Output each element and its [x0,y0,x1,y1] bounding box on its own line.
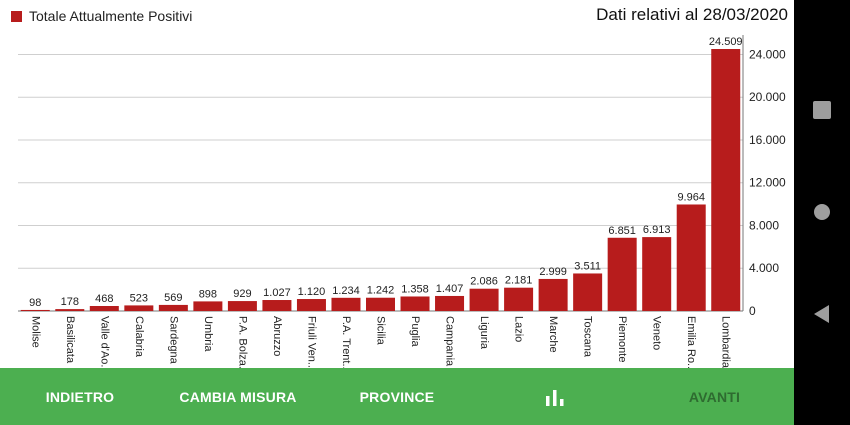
bar-value-label: 2.181 [505,275,533,287]
bar-value-label: 1.234 [332,285,360,297]
bar-value-label: 569 [164,292,182,304]
category-label: P.A. Trent.. [340,316,352,368]
bar [435,295,465,311]
bar [711,49,741,311]
bar-value-label: 24.509 [709,36,743,48]
legend-label: Totale Attualmente Positivi [29,8,193,24]
bar [193,301,223,311]
bar-value-label: 9.964 [677,191,705,203]
category-label: Sardegna [167,316,179,365]
bar [296,299,326,311]
category-label: Basilicata [64,316,76,364]
bar [227,301,257,311]
bar [642,237,672,311]
legend: Totale Attualmente Positivi [11,7,192,25]
recents-icon [813,101,831,119]
bar [89,305,119,311]
legend-swatch [11,10,22,22]
y-tick-label: 16.000 [749,133,786,147]
bar [573,273,603,311]
bar-chart: 0 4.000 8.000 12.000 16.000 20.000 24.000 98 Mol… [18,35,786,368]
bar [469,288,499,311]
bar-value-label: 1.358 [401,283,429,295]
category-label: Piemonte [616,316,628,362]
y-tick-label: 20.000 [749,90,786,104]
change-measure-button[interactable]: CAMBIA MISURA [179,388,297,405]
y-tick-label: 8.000 [749,218,779,232]
bar-value-label: 1.120 [298,286,326,298]
date-label: Dati relativi al 28/03/2020 [596,5,788,24]
bar [504,287,534,311]
bar [331,297,361,311]
category-label: Calabria [133,316,145,358]
category-label: Sicilia [375,316,387,346]
android-navigation-bar [794,0,850,425]
provinces-button[interactable]: PROVINCE [359,388,435,405]
bar-value-label: 178 [61,296,79,308]
bar [400,296,430,311]
category-label: Valle d'Ao.. [98,316,110,368]
bar [158,304,188,311]
bar [538,278,568,311]
bar-value-label: 468 [95,293,113,305]
back-icon [814,305,829,323]
chart-view-button[interactable] [530,368,580,425]
bar [366,297,395,311]
bar-chart-icon [546,389,564,406]
category-label: Emilia Ro.. [685,316,697,368]
category-label: Abruzzo [271,316,283,356]
bar [262,300,292,311]
bar-value-label: 1.242 [367,285,395,297]
back-button[interactable]: INDIETRO [45,388,115,405]
category-label: Friuli Ven.. [305,316,317,368]
bar [20,309,50,311]
bar [607,237,637,311]
bar-value-label: 6.913 [643,224,671,236]
bar-value-label: 2.999 [539,266,567,278]
bar-value-label: 523 [130,292,148,304]
bar-value-label: 929 [233,288,251,300]
category-label: P.A. Bolza.. [236,316,248,368]
next-button[interactable]: AVANTI [688,388,741,405]
back-nav-button[interactable] [794,294,850,334]
bottom-navigation-bar: INDIETRO CAMBIA MISURA PROVINCE AVANTI [0,368,794,425]
home-icon [814,204,830,220]
category-label: Campania [444,316,456,367]
bar-value-label: 1.407 [436,283,464,295]
category-label: Lazio [513,316,525,342]
category-label: Toscana [582,316,594,358]
bar [55,309,85,311]
category-label: Marche [547,316,559,353]
bar-value-label: 98 [29,297,41,309]
home-button[interactable] [794,192,850,232]
bar [124,305,154,311]
category-label: Puglia [409,316,421,347]
bar-value-label: 1.027 [263,287,291,299]
category-label: Lombardia [720,316,732,368]
bar [676,204,706,311]
category-label: Veneto [651,316,663,350]
bar-value-label: 898 [199,288,217,300]
category-label: Umbria [202,316,214,352]
bar-value-label: 2.086 [470,276,498,288]
y-tick-label: 12.000 [749,176,786,190]
y-tick-label: 0 [749,304,756,318]
bar-value-label: 3.511 [574,260,601,272]
y-tick-label: 4.000 [749,261,779,275]
y-tick-label: 24.000 [749,47,786,61]
category-label: Molise [29,316,41,348]
recents-button[interactable] [794,90,850,130]
category-label: Liguria [478,316,490,350]
bar-value-label: 6.851 [608,225,636,237]
